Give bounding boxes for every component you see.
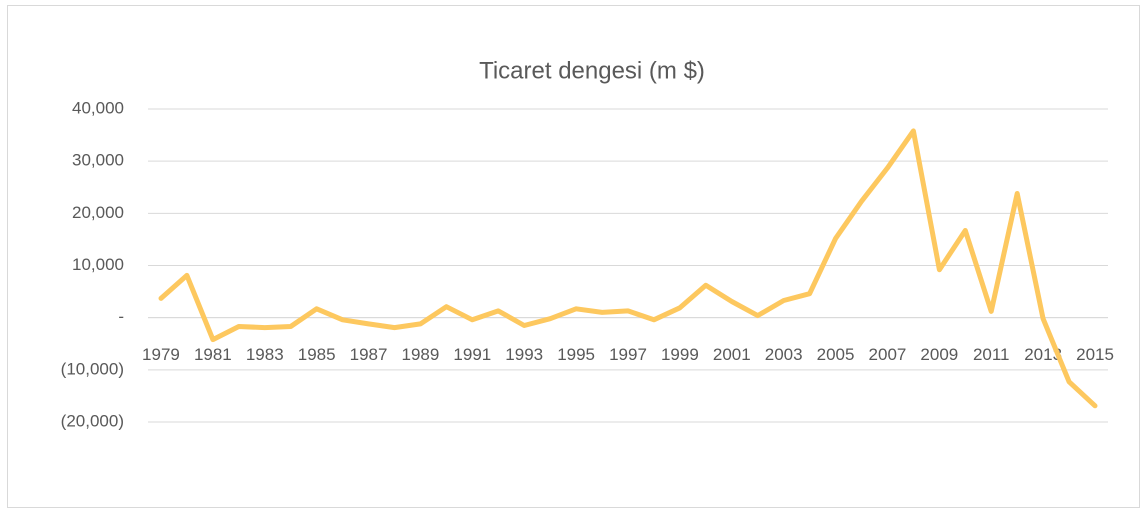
- x-tick-label: 2013: [1024, 345, 1062, 364]
- x-tick-label: 2011: [973, 345, 1010, 364]
- x-tick-label: 1987: [350, 345, 388, 364]
- y-tick-label: (20,000): [61, 411, 124, 430]
- x-tick-label: 1997: [609, 345, 647, 364]
- y-tick-label: 40,000: [72, 98, 124, 117]
- x-tick-label: 1985: [298, 345, 336, 364]
- line-series: [158, 128, 1098, 409]
- x-tick-label: 2009: [920, 345, 958, 364]
- x-tick-label: 2001: [713, 345, 751, 364]
- x-tick-label: 1979: [142, 345, 180, 364]
- x-tick-label: 1995: [557, 345, 595, 364]
- x-tick-label: 1999: [661, 345, 699, 364]
- x-tick-label: 2015: [1076, 345, 1114, 364]
- x-tick-label: 1981: [194, 345, 232, 364]
- x-tick-label: 1989: [402, 345, 440, 364]
- x-tick-label: 2005: [817, 345, 855, 364]
- y-tick-label: -: [118, 307, 124, 326]
- x-tick-label: 1991: [453, 345, 491, 364]
- x-tick-label: 2007: [869, 345, 907, 364]
- y-tick-label: 30,000: [72, 151, 124, 170]
- x-tick-label: 1983: [246, 345, 284, 364]
- x-tick-label: 2003: [765, 345, 803, 364]
- chart-title: Ticaret dengesi (m $): [479, 57, 705, 84]
- y-tick-label: 20,000: [72, 203, 124, 222]
- y-tick-label: 10,000: [72, 255, 124, 274]
- y-tick-label: (10,000): [61, 359, 124, 378]
- x-tick-label: 1993: [505, 345, 543, 364]
